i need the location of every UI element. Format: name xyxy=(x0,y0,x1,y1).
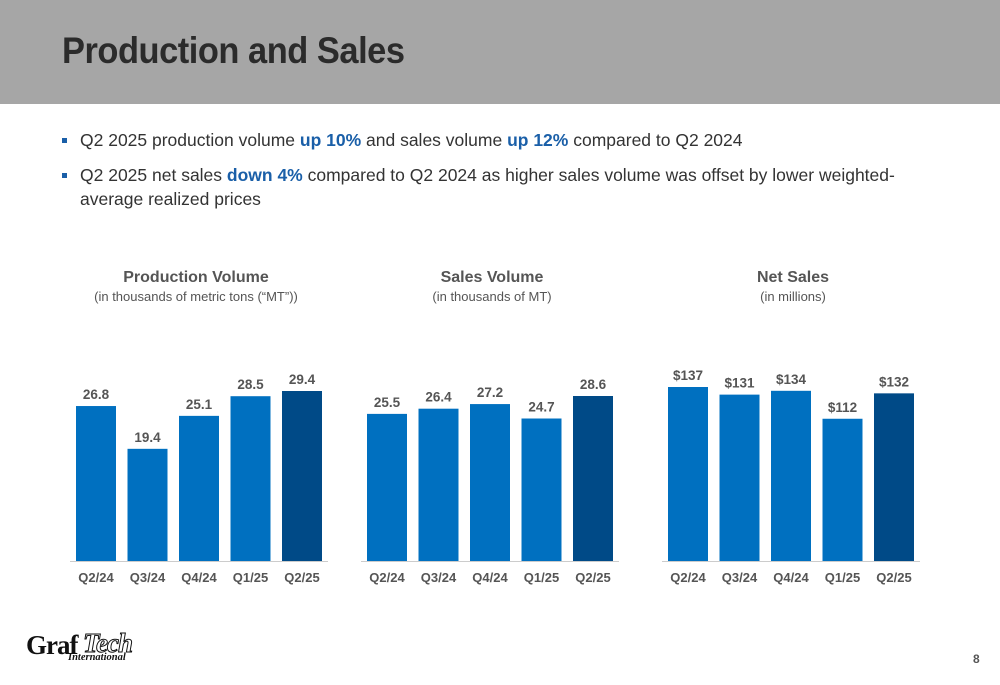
bullet-part: compared to Q2 2024 xyxy=(568,130,743,150)
sales-volume-data-label: 25.5 xyxy=(374,395,401,410)
sales-volume-data-label: 26.4 xyxy=(425,390,452,405)
net-sales-bar xyxy=(719,394,760,561)
production-volume-tick-label: Q2/25 xyxy=(284,570,319,585)
net-sales-chart-title: Net Sales (in millions) xyxy=(663,269,923,304)
chart-subtitle-text: (in millions) xyxy=(760,289,826,304)
logo-tech-text: Tech xyxy=(83,628,134,659)
production-volume-bar xyxy=(282,391,322,561)
production-volume-tick-label: Q1/25 xyxy=(233,570,268,585)
net-sales-tick-label: Q4/24 xyxy=(773,570,809,585)
net-sales-bar xyxy=(874,393,914,561)
net-sales-bar xyxy=(668,387,708,561)
logo-graf-text: Graf xyxy=(26,630,78,660)
sales-volume-tick-label: Q2/25 xyxy=(575,570,610,585)
bullet-highlight: up 12% xyxy=(507,130,569,150)
production-volume-tick-label: Q4/24 xyxy=(181,570,217,585)
net-sales-tick-label: Q3/24 xyxy=(722,570,758,585)
bullet-square-icon xyxy=(62,138,67,143)
bullet-list: Q2 2025 production volume up 10% and sal… xyxy=(60,128,940,222)
header-band: Production and Sales xyxy=(0,0,1000,104)
net-sales-data-label: $131 xyxy=(724,376,755,391)
sales-volume-bar xyxy=(418,408,459,561)
bullet-part: and sales volume xyxy=(361,130,508,150)
net-sales-data-label: $137 xyxy=(673,368,703,383)
sales-volume-bar xyxy=(367,413,407,561)
production-volume-bar xyxy=(76,406,116,561)
net-sales-bar xyxy=(771,390,811,561)
graftech-logo: Graf Tech International xyxy=(26,628,134,664)
sales-volume-tick-label: Q4/24 xyxy=(472,570,508,585)
sales-volume-data-label: 27.2 xyxy=(477,385,503,400)
sales-volume-bar xyxy=(521,418,562,561)
sales-volume-bar xyxy=(573,396,613,561)
sales-volume-tick-label: Q1/25 xyxy=(524,570,559,585)
chart-subtitle-text: (in thousands of MT) xyxy=(432,289,552,304)
net-sales-bar xyxy=(822,418,863,561)
logo-international-text: International xyxy=(68,652,126,663)
bullet-part: compared to Q2 2024 as higher sales volu… xyxy=(80,165,895,209)
sales-volume-bar xyxy=(470,404,510,561)
page-title: Production and Sales xyxy=(62,30,405,71)
chart-title-text: Production Volume xyxy=(123,269,269,286)
net-sales-tick-label: Q2/25 xyxy=(876,570,911,585)
page-number: 8 xyxy=(973,652,980,666)
chart-title-text: Net Sales xyxy=(756,269,830,286)
sales-volume-chart-title: Sales Volume (in thousands of MT) xyxy=(362,269,622,304)
production-volume-data-label: 29.4 xyxy=(289,372,316,387)
net-sales-data-label: $132 xyxy=(879,374,909,389)
production-volume-tick-label: Q2/24 xyxy=(78,570,114,585)
production-volume-bar xyxy=(127,448,168,561)
sales-volume-tick-label: Q2/24 xyxy=(369,570,405,585)
bullet-part: Q2 2025 net sales xyxy=(80,165,227,185)
production-volume-tick-label: Q3/24 xyxy=(130,570,166,585)
net-sales-tick-label: Q1/25 xyxy=(825,570,860,585)
chart-title-text: Sales Volume xyxy=(440,269,544,286)
production-volume-data-label: 19.4 xyxy=(134,430,161,445)
production-volume-chart-title: Production Volume (in thousands of metri… xyxy=(66,269,326,304)
production-volume-data-label: 26.8 xyxy=(83,387,110,402)
net-sales-data-label: $134 xyxy=(776,372,807,387)
chart-subtitle-text: (in thousands of metric tons (“MT”)) xyxy=(94,289,298,304)
net-sales-data-label: $112 xyxy=(828,400,857,415)
bullet-part: Q2 2025 production volume xyxy=(80,130,300,150)
bullet-highlight: up 10% xyxy=(299,130,362,150)
production-volume-data-label: 28.5 xyxy=(237,377,264,392)
production-volume-bar xyxy=(179,415,219,561)
bullet-highlight: down 4% xyxy=(226,165,303,185)
production-volume-bar xyxy=(230,396,271,561)
sales-volume-data-label: 24.7 xyxy=(528,400,554,415)
sales-volume-data-label: 28.6 xyxy=(580,377,607,392)
sales-volume-tick-label: Q3/24 xyxy=(421,570,457,585)
production-volume-data-label: 25.1 xyxy=(186,397,213,412)
bullet-square-icon xyxy=(62,173,67,178)
net-sales-tick-label: Q2/24 xyxy=(670,570,706,585)
bullet-item: Q2 2025 net sales down 4% compared to Q2… xyxy=(60,163,940,211)
bullet-item: Q2 2025 production volume up 10% and sal… xyxy=(60,128,940,152)
